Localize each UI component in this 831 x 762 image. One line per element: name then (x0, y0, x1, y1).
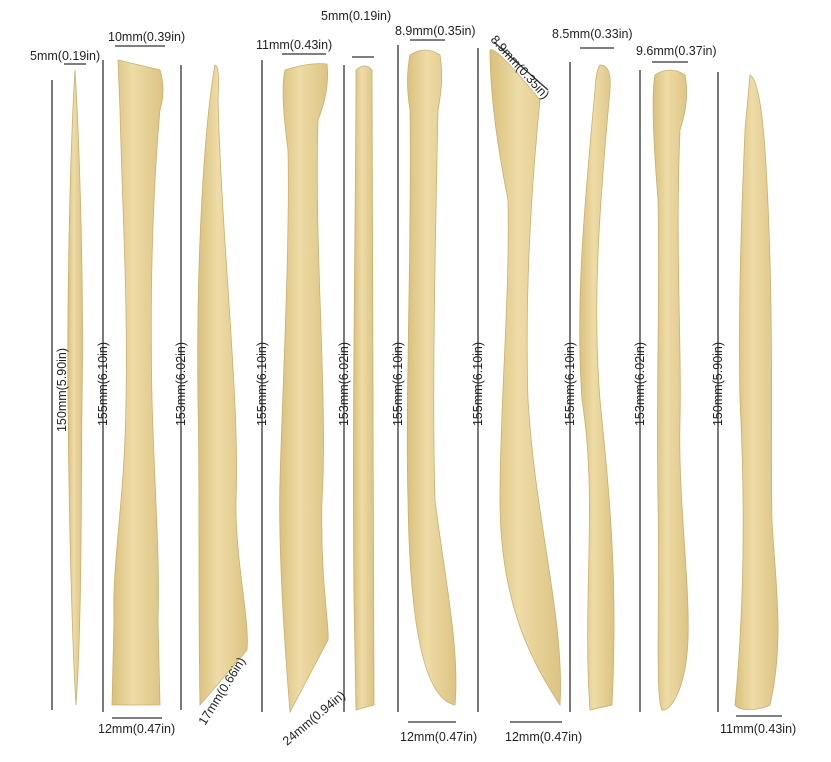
tool-4 (279, 63, 329, 714)
tool-1-length: 150mm(5.90in) (55, 348, 69, 432)
tool-3-length: 153mm(6.02in) (174, 342, 188, 426)
tool-9-length: 153mm(6.02in) (633, 342, 647, 426)
tool-6-length: 155mm(6.10in) (391, 342, 405, 426)
tool-5-top-width: 5mm(0.19in) (321, 9, 391, 23)
tool-7-bottom-width: 12mm(0.47in) (505, 730, 582, 744)
tool-2-top-width: 10mm(0.39in) (108, 30, 185, 44)
tool-8-length: 155mm(6.10in) (563, 342, 577, 426)
tool-5 (353, 65, 375, 711)
tool-3 (197, 64, 248, 707)
tool-8 (579, 64, 615, 711)
tool-2-bottom-width: 12mm(0.47in) (98, 722, 175, 736)
tool-6 (406, 49, 457, 706)
length-lines (51, 45, 719, 712)
tool-10-length: 150mm(5.90in) (711, 342, 725, 426)
tool-7-length: 155mm(6.10in) (471, 342, 485, 426)
tool-1 (67, 69, 83, 706)
tool-10-bottom-width: 11mm(0.43in) (720, 722, 796, 736)
tool-6-top-width: 8.9mm(0.35in) (395, 24, 476, 38)
tool-8-top-width: 8.5mm(0.33in) (552, 27, 633, 41)
tool-5-length: 153mm(6.02in) (337, 342, 351, 426)
tool-1-top-width: 5mm(0.19in) (30, 49, 100, 63)
tool-6-bottom-width: 12mm(0.47in) (400, 730, 477, 744)
tool-4-length: 155mm(6.10in) (255, 342, 269, 426)
tool-7 (489, 49, 561, 707)
tool-2 (111, 59, 164, 706)
tool-9 (652, 69, 689, 711)
tool-9-top-width: 9.6mm(0.37in) (636, 44, 717, 58)
width-lines (64, 39, 782, 723)
tool-2-length: 155mm(6.10in) (96, 342, 110, 426)
tool-4-top-width: 11mm(0.43in) (256, 38, 332, 52)
tool-10 (734, 74, 779, 710)
